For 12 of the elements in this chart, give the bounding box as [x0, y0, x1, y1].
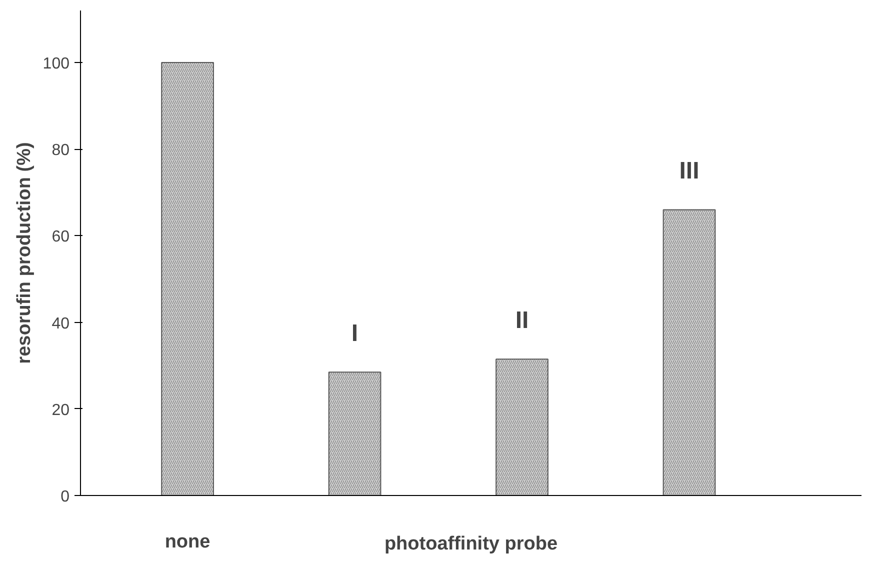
- annotation: II: [515, 307, 529, 334]
- y-axis-title: resorufin production (%): [14, 142, 35, 364]
- x-tick-label: none: [164, 532, 210, 552]
- y-tick-label: 40: [52, 315, 70, 332]
- y-tick-label: 0: [60, 488, 70, 506]
- x-axis-title: photoaffinity probe: [384, 534, 558, 554]
- y-tick-label: 60: [52, 228, 70, 246]
- y-tick-label: 20: [52, 402, 70, 419]
- y-tick-label: 100: [42, 55, 70, 72]
- y-tick-label: 80: [52, 142, 70, 160]
- annotation: I: [351, 320, 358, 348]
- annotation: III: [679, 158, 700, 185]
